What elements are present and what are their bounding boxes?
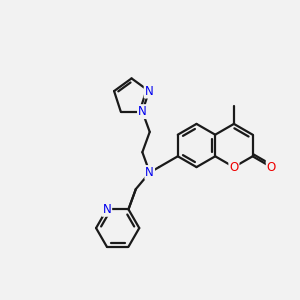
Text: O: O xyxy=(267,160,276,174)
Text: N: N xyxy=(145,85,153,98)
Text: O: O xyxy=(229,160,239,174)
Text: N: N xyxy=(103,203,111,216)
Text: N: N xyxy=(146,166,154,179)
Text: N: N xyxy=(138,105,147,118)
